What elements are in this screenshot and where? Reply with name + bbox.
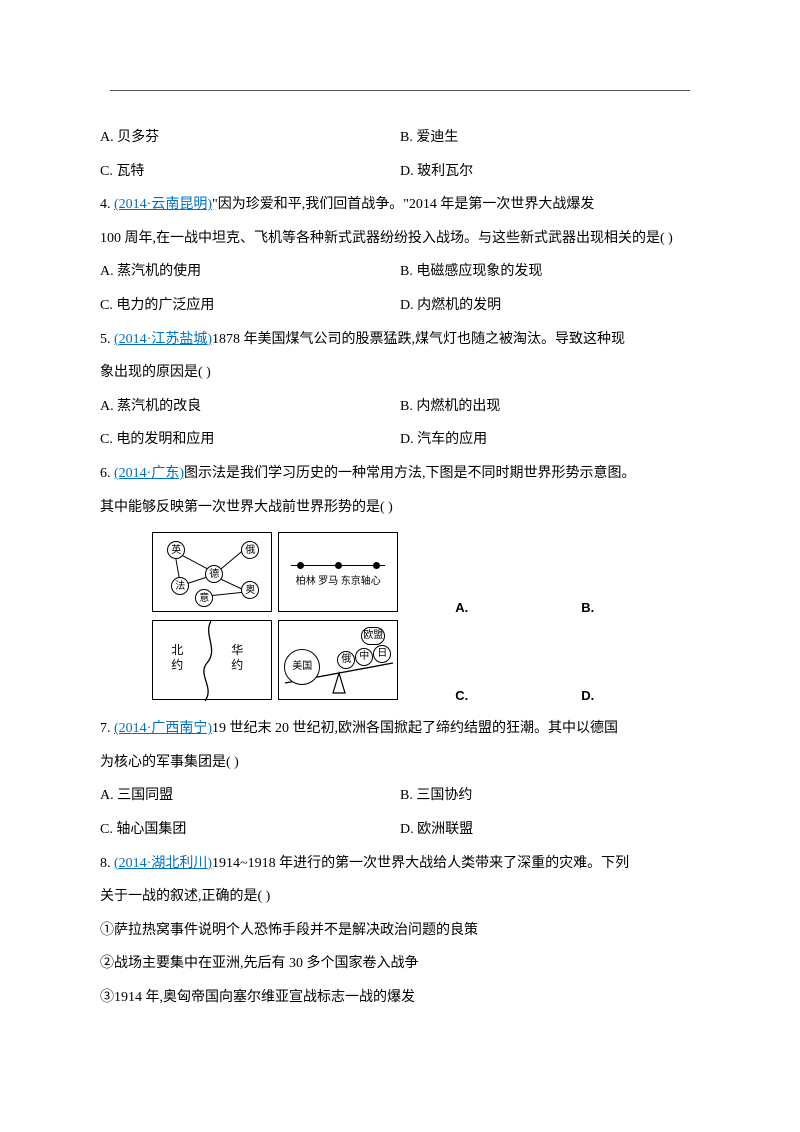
- q4-options-row1: A. 蒸汽机的使用 B. 电磁感应现象的发现: [100, 255, 700, 289]
- node-de: 德: [205, 565, 223, 583]
- q4-option-a: A. 蒸汽机的使用: [100, 255, 400, 289]
- q8-statement-3: ③1914 年,奥匈帝国向塞尔维亚宣战标志一战的爆发: [100, 981, 700, 1015]
- figure-d-eu: 欧盟: [361, 627, 385, 645]
- q7-option-d: D. 欧洲联盟: [400, 813, 700, 847]
- q3-options-row1: A. 贝多芬 B. 爱迪生: [100, 121, 700, 155]
- q7-option-c: C. 轴心国集团: [100, 813, 400, 847]
- q8-source-link[interactable]: (2014·湖北利川): [114, 856, 212, 871]
- q5-text1: 1878 年美国煤气公司的股票猛跌,煤气灯也随之被淘汰。导致这种现: [212, 332, 625, 347]
- q7-line1: 7. (2014·广西南宁)19 世纪末 20 世纪初,欧洲各国掀起了缔约结盟的…: [100, 712, 700, 746]
- q5-line2: 象出现的原因是( ): [100, 356, 700, 390]
- q6-source-link[interactable]: (2014·广东): [114, 466, 184, 481]
- q8-number: 8.: [100, 856, 114, 871]
- figure-c-label: C.: [402, 689, 522, 702]
- figure-b-label: B.: [528, 601, 648, 614]
- q5-source-link[interactable]: (2014·江苏盐城): [114, 332, 212, 347]
- q8-line2: 关于一战的叙述,正确的是( ): [100, 880, 700, 914]
- top-horizontal-rule: [110, 90, 690, 91]
- figure-b-box: 柏林 罗马 东京轴心: [278, 532, 398, 612]
- node-fa: 法: [171, 577, 189, 595]
- q5-options-row2: C. 电的发明和应用 D. 汽车的应用: [100, 423, 700, 457]
- q3-options-row2: C. 瓦特 D. 玻利瓦尔: [100, 155, 700, 189]
- q8-statement-1: ①萨拉热窝事件说明个人恐怖手段并不是解决政治问题的良策: [100, 914, 700, 948]
- q6-number: 6.: [100, 466, 114, 481]
- q3-option-c: C. 瓦特: [100, 155, 400, 189]
- q4-option-d: D. 内燃机的发明: [400, 289, 700, 323]
- q7-source-link[interactable]: (2014·广西南宁): [114, 721, 212, 736]
- q4-number: 4.: [100, 197, 114, 212]
- q7-options-row2: C. 轴心国集团 D. 欧洲联盟: [100, 813, 700, 847]
- q7-line2: 为核心的军事集团是( ): [100, 746, 700, 780]
- figure-c-box: 北约 华约: [152, 620, 272, 700]
- q8-text1: 1914~1918 年进行的第一次世界大战给人类带来了深重的灾难。下列: [212, 856, 629, 871]
- q5-option-c: C. 电的发明和应用: [100, 423, 400, 457]
- q5-option-d: D. 汽车的应用: [400, 423, 700, 457]
- node-yi: 意: [195, 589, 213, 607]
- figure-a-box: 英 俄 德 法 奥 意: [152, 532, 272, 612]
- q4-source-link[interactable]: (2014·云南昆明): [114, 197, 212, 212]
- q3-option-b: B. 爱迪生: [400, 121, 700, 155]
- q6-line1: 6. (2014·广东)图示法是我们学习历史的一种常用方法,下图是不同时期世界形…: [100, 457, 700, 491]
- q5-line1: 5. (2014·江苏盐城)1878 年美国煤气公司的股票猛跌,煤气灯也随之被淘…: [100, 323, 700, 357]
- figure-b-labels: 柏林 罗马 东京轴心: [279, 577, 397, 587]
- q4-option-b: B. 电磁感应现象的发现: [400, 255, 700, 289]
- q5-option-a: A. 蒸汽机的改良: [100, 390, 400, 424]
- q7-options-row1: A. 三国同盟 B. 三国协约: [100, 779, 700, 813]
- q6-figure: 英 俄 德 法 奥 意 柏林 罗马 东京轴心 A. B. 北约 华约: [100, 532, 700, 708]
- q3-option-a: A. 贝多芬: [100, 121, 400, 155]
- q5-number: 5.: [100, 332, 114, 347]
- q4-line2: 100 周年,在一战中坦克、飞机等各种新式武器纷纷投入战场。与这些新式武器出现相…: [100, 222, 700, 256]
- q8-line1: 8. (2014·湖北利川)1914~1918 年进行的第一次世界大战给人类带来…: [100, 847, 700, 881]
- figure-a-label: A.: [402, 601, 522, 614]
- figure-d-box: 美国 俄 中 日 欧盟: [278, 620, 398, 700]
- figure-c-left: 北约: [171, 643, 183, 672]
- q4-line1: 4. (2014·云南昆明)"因为珍爱和平,我们回首战争。"2014 年是第一次…: [100, 188, 700, 222]
- q4-text1: "因为珍爱和平,我们回首战争。"2014 年是第一次世界大战爆发: [212, 197, 594, 212]
- q7-number: 7.: [100, 721, 114, 736]
- q8-statement-2: ②战场主要集中在亚洲,先后有 30 多个国家卷入战争: [100, 947, 700, 981]
- q7-option-b: B. 三国协约: [400, 779, 700, 813]
- figure-c-right: 华约: [231, 643, 243, 672]
- figure-d-label: D.: [528, 689, 648, 702]
- q5-option-b: B. 内燃机的出现: [400, 390, 700, 424]
- q7-option-a: A. 三国同盟: [100, 779, 400, 813]
- q4-options-row2: C. 电力的广泛应用 D. 内燃机的发明: [100, 289, 700, 323]
- q3-option-d: D. 玻利瓦尔: [400, 155, 700, 189]
- node-e: 俄: [241, 541, 259, 559]
- q5-options-row1: A. 蒸汽机的改良 B. 内燃机的出现: [100, 390, 700, 424]
- q6-line2: 其中能够反映第一次世界大战前世界形势的是( ): [100, 491, 700, 525]
- node-ao: 奥: [241, 581, 259, 599]
- q4-option-c: C. 电力的广泛应用: [100, 289, 400, 323]
- q7-text1: 19 世纪末 20 世纪初,欧洲各国掀起了缔约结盟的狂潮。其中以德国: [212, 721, 618, 736]
- q6-text1: 图示法是我们学习历史的一种常用方法,下图是不同时期世界形势示意图。: [184, 466, 636, 481]
